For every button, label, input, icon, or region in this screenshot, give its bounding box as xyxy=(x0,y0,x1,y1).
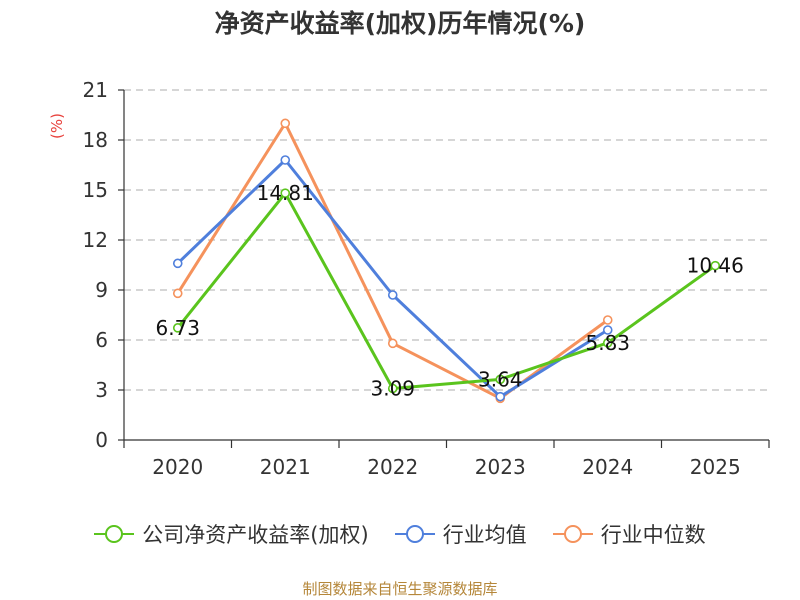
y-tick-label: 0 xyxy=(95,428,108,452)
data-point-0 xyxy=(172,323,183,333)
data-point-1 xyxy=(387,290,398,300)
chart-title: 净资产收益率(加权)历年情况(%) xyxy=(214,9,586,38)
data-point-1 xyxy=(172,258,183,269)
y-tick-label: 21 xyxy=(83,78,108,102)
x-tick-label: 2023 xyxy=(475,455,526,479)
legend-label-industry-median: 行业中位数 xyxy=(600,523,706,547)
y-tick-label: 3 xyxy=(95,378,108,402)
data-point-2 xyxy=(602,315,613,325)
data-label: 6.73 xyxy=(155,316,200,340)
legend-item-industry-mean[interactable]: 行业均值 xyxy=(394,519,527,549)
data-point-1 xyxy=(280,155,291,165)
legend-marker xyxy=(105,525,124,543)
data-point-0 xyxy=(495,374,506,385)
data-label: 3.64 xyxy=(478,367,523,391)
data-label: 14.81 xyxy=(257,181,314,205)
y-tick-label: 15 xyxy=(83,178,108,202)
x-tick-label: 2024 xyxy=(582,455,633,479)
data-label: 3.09 xyxy=(370,377,415,401)
data-point-0 xyxy=(602,338,613,348)
x-tick-label: 2022 xyxy=(367,455,418,479)
x-tick-label: 2021 xyxy=(260,455,311,479)
data-label: 5.83 xyxy=(585,331,630,355)
legend-label-company-roe: 公司净资产收益率(加权) xyxy=(142,523,369,547)
data-point-2 xyxy=(172,288,183,299)
legend-marker xyxy=(405,525,424,543)
data-point-0 xyxy=(387,383,398,394)
data-point-2 xyxy=(387,338,398,349)
data-label: 10.46 xyxy=(687,254,744,278)
data-point-2 xyxy=(280,118,291,129)
source-note: 制图数据来自恒生聚源数据库 xyxy=(302,580,498,598)
x-tick-label: 2025 xyxy=(690,455,741,479)
legend-label-industry-mean: 行业均值 xyxy=(442,523,527,547)
data-point-0 xyxy=(280,188,291,198)
series-line-0 xyxy=(176,191,717,390)
data-point-1 xyxy=(495,391,506,402)
series-line-1 xyxy=(176,158,609,399)
legend-marker xyxy=(563,525,582,543)
data-point-1 xyxy=(602,325,613,335)
y-axis-label: (%) xyxy=(48,113,66,139)
series-line-2 xyxy=(176,121,609,400)
y-tick-label: 6 xyxy=(95,328,108,352)
legend-symbol-company-roe xyxy=(94,525,135,543)
y-tick-label: 18 xyxy=(83,128,108,152)
legend-item-industry-median[interactable]: 行业中位数 xyxy=(552,519,706,549)
y-tick-label: 9 xyxy=(95,278,108,302)
y-tick-label: 12 xyxy=(83,228,108,252)
x-tick-label: 2020 xyxy=(152,455,203,479)
legend-symbol-industry-median xyxy=(552,525,593,543)
legend-item-company-roe[interactable]: 公司净资产收益率(加权) xyxy=(94,519,369,549)
legend-symbol-industry-mean xyxy=(394,525,435,543)
legend: 公司净资产收益率(加权) 行业均值 行业中位数 xyxy=(0,519,800,549)
data-point-0 xyxy=(710,260,721,271)
